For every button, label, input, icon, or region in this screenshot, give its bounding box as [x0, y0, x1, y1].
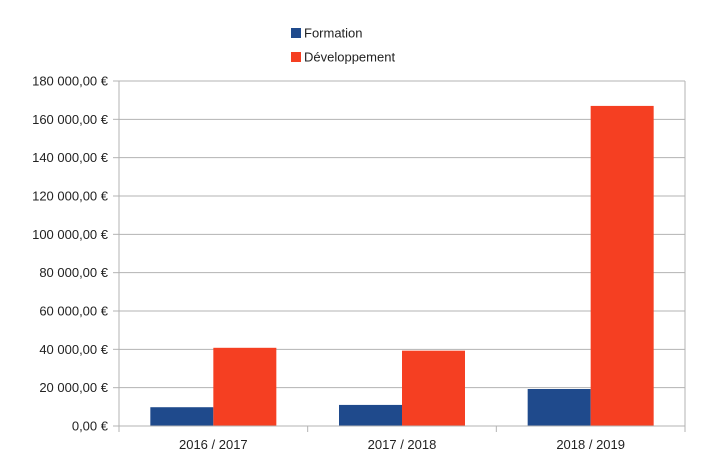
- y-tick-label: 160 000,00 €: [32, 112, 109, 127]
- bar-formation: [150, 407, 214, 426]
- bar-formation: [339, 404, 402, 426]
- y-tick-label: 140 000,00 €: [32, 150, 109, 165]
- bar-formation: [527, 389, 591, 426]
- legend-label: Formation: [304, 26, 363, 41]
- y-tick-label: 60 000,00 €: [39, 304, 108, 319]
- x-tick-label: 2016 / 2017: [179, 437, 248, 452]
- y-tick-label: 180 000,00 €: [32, 74, 109, 89]
- axes: [118, 81, 686, 432]
- legend-label: Développement: [304, 50, 395, 65]
- legend: Formation Développement: [291, 26, 395, 65]
- x-tick-label: 2017 / 2018: [368, 437, 437, 452]
- x-tick-label: 2018 / 2019: [556, 437, 625, 452]
- y-tick-label: 20 000,00 €: [39, 380, 108, 395]
- y-tick-label: 120 000,00 €: [32, 189, 109, 204]
- y-axis-ticks: 0,00 € 20 000,00 € 40 000,00 € 60 000,00 € 8…: [32, 74, 119, 434]
- bar-developpement: [590, 105, 654, 427]
- bar-developpement: [402, 350, 465, 426]
- bar-developpement: [213, 347, 277, 426]
- x-axis-labels: 2016 / 2017 2017 / 2018 2018 / 2019: [179, 437, 625, 452]
- legend-swatch: [291, 52, 301, 62]
- y-tick-label: 80 000,00 €: [39, 265, 108, 280]
- y-tick-label: 0,00 €: [72, 419, 109, 434]
- bars: [150, 105, 654, 427]
- y-tick-label: 100 000,00 €: [32, 227, 109, 242]
- legend-swatch: [291, 28, 301, 38]
- y-tick-label: 40 000,00 €: [39, 342, 108, 357]
